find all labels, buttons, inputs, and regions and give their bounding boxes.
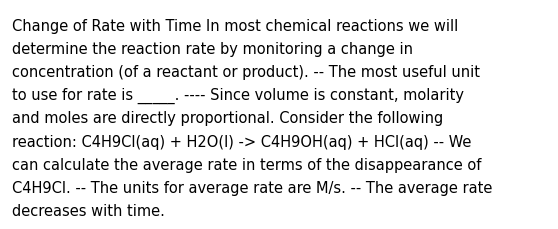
Text: reaction: C4H9Cl(aq) + H2O(l) -> C4H9OH(aq) + HCl(aq) -- We: reaction: C4H9Cl(aq) + H2O(l) -> C4H9OH(… [12, 134, 472, 149]
Text: and moles are directly proportional. Consider the following: and moles are directly proportional. Con… [12, 111, 443, 126]
Text: Change of Rate with Time In most chemical reactions we will: Change of Rate with Time In most chemica… [12, 18, 458, 33]
Text: concentration (of a reactant or product). -- The most useful unit: concentration (of a reactant or product)… [12, 65, 480, 79]
Text: C4H9Cl. -- The units for average rate are M/s. -- The average rate: C4H9Cl. -- The units for average rate ar… [12, 180, 492, 195]
Text: can calculate the average rate in terms of the disappearance of: can calculate the average rate in terms … [12, 157, 482, 172]
Text: determine the reaction rate by monitoring a change in: determine the reaction rate by monitorin… [12, 41, 413, 57]
Text: decreases with time.: decreases with time. [12, 203, 165, 218]
Text: to use for rate is _____. ---- Since volume is constant, molarity: to use for rate is _____. ---- Since vol… [12, 88, 464, 104]
